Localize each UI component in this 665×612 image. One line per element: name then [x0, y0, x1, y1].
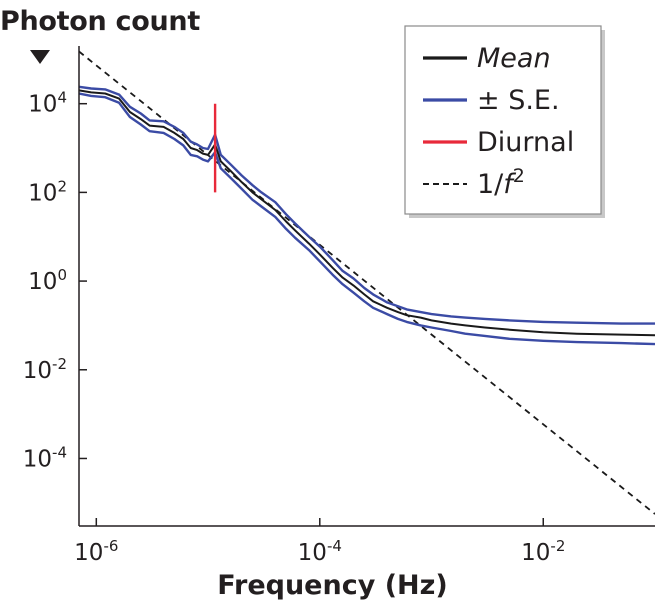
y-axis-arrow-marker — [30, 50, 50, 64]
legend-label: ± S.E. — [477, 85, 560, 116]
y-tick-label: 10-2 — [23, 355, 67, 384]
y-tick-label: 102 — [28, 177, 67, 206]
y-tick-label: 104 — [28, 89, 67, 118]
series-line-standard-error-1 — [79, 85, 655, 325]
y-tick-label: 100 — [28, 266, 67, 295]
y-tick-label: 10-4 — [23, 443, 67, 472]
x-tick-label: 10-4 — [298, 537, 342, 566]
y-axis-title: Photon count — [0, 6, 200, 37]
legend-label: Mean — [477, 43, 551, 74]
x-tick-label: 10-6 — [74, 537, 118, 566]
x-axis-title: Frequency (Hz) — [217, 570, 448, 601]
series-line-standard-error-2 — [79, 92, 655, 346]
series-line-mean — [79, 89, 655, 337]
x-tick-label: 10-2 — [521, 537, 565, 566]
legend-label: Diurnal — [477, 127, 574, 158]
